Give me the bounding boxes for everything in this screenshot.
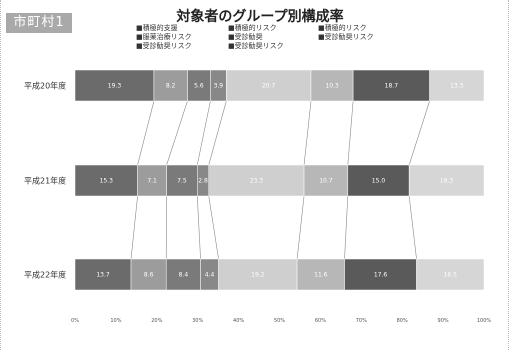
x-tick-label: 60% (315, 318, 326, 324)
value-label: 2.8 (198, 178, 208, 185)
value-label: 19.2 (251, 272, 265, 279)
value-label: 11.6 (314, 272, 328, 279)
value-label: 18.7 (385, 83, 399, 90)
bar-segment (208, 164, 305, 197)
category-label: 平成22年度 (24, 270, 66, 280)
bar-segment (310, 69, 354, 102)
x-tick-label: 50% (274, 318, 285, 324)
bar-segment (226, 69, 312, 102)
connector-line (344, 195, 349, 260)
category-label: 平成20年度 (24, 81, 66, 91)
bar-segment (352, 69, 430, 102)
legend-item: ■積極的リスク (318, 24, 367, 32)
legend-item: ■積極的支援 (136, 24, 178, 32)
category-label: 平成21年度 (24, 176, 66, 186)
connector-line (208, 195, 219, 260)
bar-segment (166, 164, 198, 197)
value-label: 8.2 (166, 83, 176, 90)
bar-segment (153, 69, 188, 102)
x-tick-label: 10% (110, 318, 121, 324)
x-tick-label: 80% (397, 318, 408, 324)
x-tick-label: 0% (71, 318, 79, 324)
bar-segment (74, 164, 138, 197)
value-label: 10.7 (319, 178, 333, 185)
bar-segment (130, 258, 167, 291)
x-tick-label: 40% (233, 318, 244, 324)
value-label: 7.5 (177, 178, 187, 185)
legend-item: ■受診勧奨 (228, 33, 263, 41)
value-label: 16.5 (444, 272, 458, 279)
value-label: 20.7 (262, 83, 276, 90)
x-tick-label: 90% (438, 318, 449, 324)
legend-item: ■受診勧奨リスク (136, 42, 192, 50)
legend-item: ■受診勧奨リスク (318, 33, 374, 41)
connector-line (208, 100, 227, 166)
bar-segment (303, 164, 349, 197)
bar-segment (408, 164, 485, 197)
municipality-badge: 市町村1 (6, 13, 72, 33)
value-label: 10.3 (325, 83, 339, 90)
value-label: 8.6 (144, 272, 154, 279)
value-label: 4.4 (205, 272, 215, 279)
bar-segment (165, 258, 201, 291)
value-label: 8.4 (179, 272, 189, 279)
bar-segment (137, 164, 167, 197)
value-label: 19.3 (108, 83, 122, 90)
x-tick-label: 70% (356, 318, 367, 324)
bar-segment (296, 258, 345, 291)
value-label: 5.6 (194, 83, 204, 90)
legend-item: ■受診勧奨リスク (228, 42, 284, 50)
bar-segment (347, 164, 410, 197)
connector-line (408, 195, 417, 260)
connector-line (196, 195, 201, 260)
connector-line (296, 195, 305, 260)
bar-segment (429, 69, 485, 102)
bar-segment (416, 258, 485, 291)
chart-title: 対象者のグループ別構成率 (176, 9, 344, 25)
bar-segment (74, 69, 155, 102)
connector-line (303, 100, 312, 166)
value-label: 18.3 (440, 178, 454, 185)
value-label: 3.9 (214, 83, 224, 90)
x-tick-label: 30% (192, 318, 203, 324)
connector-line (166, 100, 188, 166)
connector-line (137, 100, 155, 166)
value-label: 23.3 (250, 178, 264, 185)
connector-line (196, 100, 211, 166)
value-label: 15.0 (372, 178, 386, 185)
connector-line (347, 100, 354, 166)
value-label: 13.3 (450, 83, 464, 90)
connector-line (408, 100, 430, 166)
value-label: 15.3 (100, 178, 114, 185)
legend-item: ■服薬治療リスク (136, 33, 192, 41)
value-label: 17.6 (374, 272, 388, 279)
value-label: 7.1 (147, 178, 157, 185)
value-label: 13.7 (96, 272, 110, 279)
connector-line (130, 195, 138, 260)
x-tick-label: 100% (477, 318, 492, 324)
legend-item: ■積極的リスク (228, 24, 277, 32)
x-tick-label: 20% (151, 318, 162, 324)
bar-segment (74, 258, 132, 291)
